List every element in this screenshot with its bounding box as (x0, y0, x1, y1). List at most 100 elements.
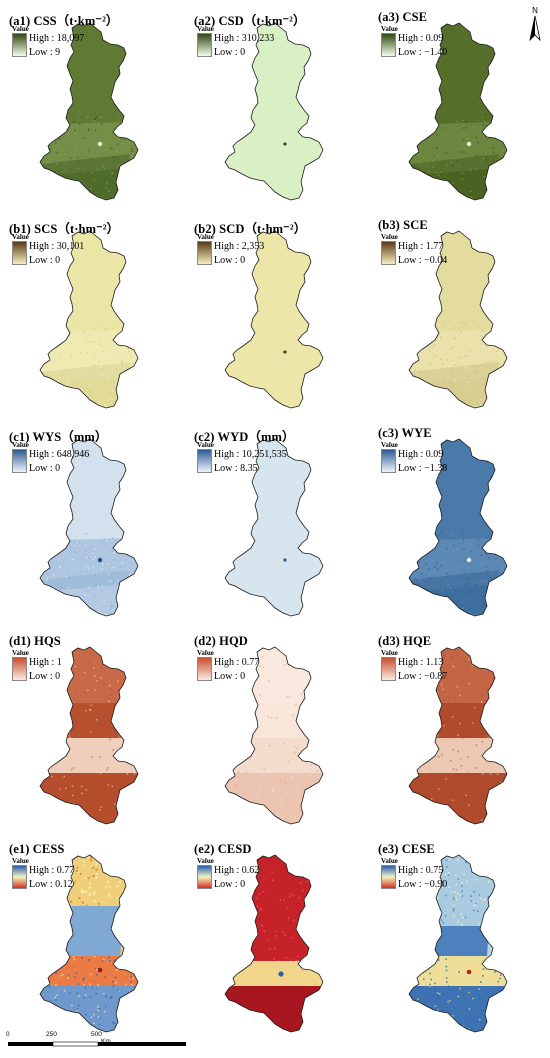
legend-high: High : 2,353 (214, 241, 265, 252)
map-panel-e1: (e1) CESS Value High : 0.77 Low : 0.12 (0, 836, 176, 1041)
scale-tick-0: 0 (6, 1031, 10, 1038)
map-panel-c3: (c3) WYE Value High : 0.09 Low : −1.38 (369, 420, 545, 625)
map-panel-d2: (d2) HQD Value High : 0.77 Low : 0 (185, 628, 361, 833)
legend-caption: Value (381, 441, 398, 449)
legend-high: High : 0.75 (398, 865, 444, 876)
legend-caption: Value (12, 441, 29, 449)
scale-unit: Km (101, 1038, 111, 1045)
legend-swatch (197, 657, 212, 681)
region-boundary (39, 22, 139, 201)
legend-caption: Value (12, 25, 29, 33)
legend-caption: Value (197, 441, 214, 449)
panel-title: (d2) HQD (194, 634, 248, 648)
region-map-d1 (39, 646, 139, 825)
legend-caption: Value (381, 649, 398, 657)
region-map-b3 (408, 230, 508, 409)
legend-low: Low : −0.87 (398, 671, 448, 682)
region-boundary (39, 646, 139, 825)
map-panel-d1: (d1) HQS Value High : 1 Low : 0 (0, 628, 176, 833)
legend-swatch (12, 865, 27, 889)
region-map-c1 (39, 438, 139, 617)
north-arrow: N (527, 4, 543, 44)
legend-caption: Value (381, 857, 398, 865)
region-boundary (408, 854, 508, 1033)
map-panel-c1: (c1) WYS（mm） Value High : 648,946 Low : … (0, 420, 176, 625)
scale-seg-1 (8, 1042, 53, 1046)
region-boundary (408, 230, 508, 409)
legend-caption: Value (12, 857, 29, 865)
legend-swatch (12, 657, 27, 681)
legend-low: Low : 0 (214, 879, 246, 890)
legend-low: Low : −0.90 (398, 879, 448, 890)
legend-high: High : 1.77 (398, 241, 444, 252)
region-boundary (224, 854, 324, 1033)
panel-title: (c2) WYD（mm） (194, 430, 295, 444)
region-boundary (224, 438, 324, 617)
map-panel-b1: (b1) SCS（t·hm⁻²） Value High : 30,101 Low… (0, 212, 176, 417)
legend-low: Low : −0.04 (398, 255, 448, 266)
region-boundary (39, 854, 139, 1033)
panel-title: (c1) WYS（mm） (9, 430, 108, 444)
map-panel-a2: (a2) CSD（t·km⁻²） Value High : 310,233 Lo… (185, 4, 361, 209)
legend-swatch (197, 33, 212, 57)
legend-high: High : 0.09 (398, 449, 444, 460)
region-boundary (39, 438, 139, 617)
legend-high: High : 0.62 (214, 865, 260, 876)
legend-high: High : 18,097 (29, 33, 85, 44)
region-boundary (224, 646, 324, 825)
legend-caption: Value (197, 649, 214, 657)
region-map-e3 (408, 854, 508, 1033)
region-map-c2 (224, 438, 324, 617)
map-panel-c2: (c2) WYD（mm） Value High : 10,251,535 Low… (185, 420, 361, 625)
map-panel-d3: (d3) HQE Value High : 1.13 Low : −0.87 (369, 628, 545, 833)
panel-title: (a2) CSD（t·km⁻²） (194, 14, 306, 28)
panel-title: (c3) WYE (378, 426, 432, 440)
legend-swatch (381, 449, 396, 473)
legend-high: High : 0.77 (214, 657, 260, 668)
map-panel-e2: (e2) CESD Value High : 0.62 Low : 0 (185, 836, 361, 1041)
legend-high: High : 1.13 (398, 657, 444, 668)
region-map-e2 (224, 854, 324, 1033)
legend-low: Low : −1.40 (398, 47, 448, 58)
region-boundary (224, 230, 324, 409)
panel-title: (e2) CESD (194, 842, 252, 856)
legend-swatch (12, 449, 27, 473)
region-map-b1 (39, 230, 139, 409)
panel-title: (b2) SCD（t·hm⁻²） (194, 222, 307, 236)
legend-high: High : 10,251,535 (214, 449, 287, 460)
region-boundary (408, 646, 508, 825)
region-map-e1 (39, 854, 139, 1033)
legend-low: Low : −1.38 (398, 463, 448, 474)
legend-high: High : 648,946 (29, 449, 90, 460)
panel-title: (b3) SCE (378, 218, 428, 232)
legend-low: Low : 0 (214, 671, 246, 682)
legend-swatch (381, 241, 396, 265)
legend-low: Low : 0 (29, 463, 61, 474)
legend-caption: Value (197, 25, 214, 33)
map-panel-b3: (b3) SCE Value High : 1.77 Low : −0.04 (369, 212, 545, 417)
panel-title: (d3) HQE (378, 634, 432, 648)
legend-caption: Value (197, 233, 214, 241)
panel-title: (b1) SCS（t·hm⁻²） (9, 222, 120, 236)
region-map-b2 (224, 230, 324, 409)
scale-seg-3 (98, 1042, 188, 1046)
legend-high: High : 0.09 (398, 33, 444, 44)
region-boundary (408, 22, 508, 201)
region-boundary (39, 230, 139, 409)
legend-low: Low : 0 (29, 255, 61, 266)
legend-swatch (381, 657, 396, 681)
legend-swatch (381, 33, 396, 57)
panel-title: (a3) CSE (378, 10, 428, 24)
region-boundary (408, 438, 508, 617)
map-panel-b2: (b2) SCD（t·hm⁻²） Value High : 2,353 Low … (185, 212, 361, 417)
map-panel-e3: (e3) CESE Value High : 0.75 Low : −0.90 (369, 836, 545, 1041)
legend-low: Low : 9 (29, 47, 61, 58)
north-label: N (532, 6, 538, 15)
scale-bar (6, 1033, 188, 1053)
map-panel-a3: (a3) CSE Value High : 0.09 Low : −1.40 (369, 4, 545, 209)
legend-high: High : 1 (29, 657, 62, 668)
region-map-a3 (408, 22, 508, 201)
legend-caption: Value (381, 233, 398, 241)
legend-swatch (12, 33, 27, 57)
legend-swatch (197, 865, 212, 889)
